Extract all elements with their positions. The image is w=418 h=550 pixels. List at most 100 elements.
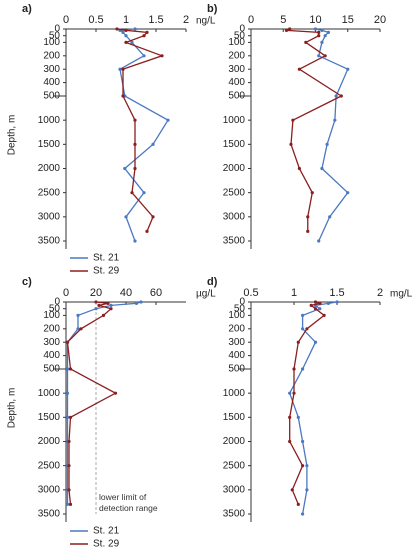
y-tick-label: 2500 — [223, 460, 246, 471]
legend-label: St. 21 — [93, 526, 120, 537]
series-line — [66, 301, 142, 505]
point — [322, 313, 326, 317]
y-tick-label: 1500 — [223, 412, 246, 423]
x-tick-label: 0 — [248, 14, 254, 26]
point — [297, 166, 301, 171]
x-tick-label: 5 — [280, 14, 286, 26]
y-tick-label: 3000 — [38, 484, 61, 495]
y-tick-label: 2000 — [223, 163, 246, 174]
point — [296, 415, 300, 419]
point — [79, 327, 83, 331]
point — [121, 30, 125, 34]
point — [124, 28, 128, 32]
y-tick-label: 2000 — [38, 436, 61, 447]
point — [142, 54, 146, 58]
y-tick-label: 1500 — [38, 412, 61, 423]
point — [334, 94, 338, 98]
point — [68, 367, 73, 371]
y-tick-label: 400 — [228, 350, 245, 361]
point — [317, 239, 321, 243]
point — [318, 307, 322, 311]
y-axis-title: Depth, m — [7, 115, 18, 156]
point — [305, 464, 309, 468]
x-tick-label: 0 — [63, 14, 69, 26]
y-tick-label: 2000 — [223, 436, 246, 447]
x-tick-label: 20 — [374, 14, 386, 26]
point — [123, 166, 127, 171]
panel-label: b) — [207, 3, 218, 15]
point — [289, 142, 293, 146]
point — [320, 28, 324, 32]
legend-label: St. 29 — [93, 266, 120, 277]
point — [67, 464, 71, 468]
y-tick-label: 200 — [228, 323, 245, 334]
point — [317, 54, 321, 58]
y-tick-label: 3500 — [38, 236, 61, 247]
point — [301, 512, 305, 516]
annotation: lower limit of detection range — [99, 492, 158, 513]
point — [133, 239, 137, 243]
point — [124, 215, 128, 219]
y-tick-label: 500 — [228, 91, 245, 102]
point — [323, 54, 327, 58]
point — [109, 307, 113, 311]
point — [296, 340, 300, 344]
point — [133, 118, 137, 122]
x-tick-label: 0.5 — [88, 14, 103, 26]
y-tick-label: 300 — [43, 64, 60, 75]
point — [118, 67, 122, 71]
point — [113, 391, 118, 395]
x-tick-label: 2 — [183, 14, 189, 26]
point — [139, 300, 143, 304]
y-tick-label: 3500 — [223, 509, 246, 520]
x-unit: ng/L — [196, 16, 216, 27]
point — [313, 27, 318, 31]
y-tick-label: 500 — [228, 364, 245, 375]
point — [134, 301, 139, 305]
point — [130, 40, 134, 45]
y-tick-label: 3500 — [223, 236, 246, 247]
point — [288, 415, 292, 419]
y-tick-label: 100 — [228, 37, 245, 48]
point — [291, 118, 295, 122]
series-line — [116, 28, 164, 232]
y-tick-label: 300 — [228, 337, 245, 348]
y-tick-label: 50 — [234, 303, 246, 314]
y-tick-label: 2500 — [38, 460, 61, 471]
point — [328, 215, 332, 219]
point — [313, 300, 318, 304]
point — [326, 301, 330, 305]
point — [65, 415, 70, 419]
point — [318, 301, 322, 305]
point — [142, 191, 146, 195]
x-tick-label: 60 — [150, 287, 162, 299]
y-tick-label: 500 — [43, 91, 60, 102]
point — [296, 502, 300, 506]
point — [301, 439, 305, 444]
point — [301, 313, 305, 317]
y-tick-label: 100 — [228, 310, 245, 321]
point — [313, 307, 318, 311]
point — [166, 118, 170, 122]
x-tick-label: 1.5 — [148, 14, 163, 26]
point — [288, 391, 292, 395]
point — [67, 488, 71, 492]
point — [94, 300, 98, 304]
panel-label: a) — [22, 3, 32, 15]
point — [151, 215, 155, 219]
point — [326, 30, 330, 34]
point — [76, 313, 80, 317]
point — [76, 327, 80, 331]
point — [109, 303, 113, 307]
y-tick-label: 2000 — [38, 163, 61, 174]
legend-label: St. 29 — [93, 539, 120, 550]
x-tick-label: 0.5 — [243, 287, 258, 299]
point — [301, 327, 305, 331]
point — [335, 300, 339, 304]
y-tick-label: 200 — [228, 50, 245, 61]
point — [124, 34, 128, 38]
y-tick-label: 2500 — [38, 187, 61, 198]
x-tick-label: 1 — [291, 287, 297, 299]
